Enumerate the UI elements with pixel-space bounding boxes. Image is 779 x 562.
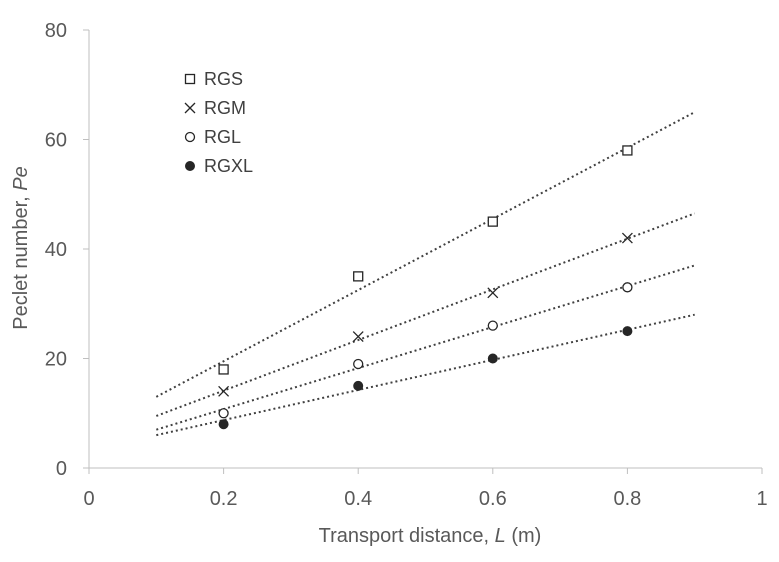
y-tick-label: 0 <box>56 458 67 480</box>
y-tick-label: 20 <box>45 349 67 371</box>
legend-label-rgl: RGL <box>204 127 241 147</box>
point-rgm <box>218 385 230 397</box>
point-rgs <box>353 271 364 282</box>
legend-marker-rgl <box>184 131 196 143</box>
legend-label-rgs: RGS <box>204 69 243 89</box>
y-tick-label: 60 <box>45 130 67 152</box>
x-tick-label: 1 <box>756 488 767 510</box>
y-tick-label: 80 <box>45 20 67 42</box>
point-rgxl <box>622 326 633 337</box>
y-tick-label: 40 <box>45 239 67 261</box>
x-axis-title-main: Transport distance, <box>319 525 495 547</box>
point-rgl <box>353 358 364 370</box>
x-tick-label: 0.2 <box>210 488 238 510</box>
point-rgxl <box>218 419 229 430</box>
trendline-rgl <box>156 264 695 431</box>
point-rgl <box>622 282 633 293</box>
trendlines <box>155 111 696 437</box>
point-rgm <box>621 232 633 244</box>
point-rgl <box>487 320 498 331</box>
trendline-rgxl <box>156 313 695 437</box>
legend-marker-rgs <box>184 73 196 85</box>
axes: 0 20 40 60 80 0 0.2 0.4 0.6 0.8 1 <box>45 20 768 510</box>
point-rgl <box>218 408 229 419</box>
point-rgs <box>218 364 229 375</box>
x-axis-title-var: L <box>495 525 506 547</box>
point-rgxl <box>487 353 498 364</box>
y-axis-title-main: Peclet number, <box>10 191 32 330</box>
x-tick-label: 0.4 <box>344 488 372 510</box>
x-tick-label: 0.6 <box>479 488 507 510</box>
x-tick-label: 0 <box>83 488 94 510</box>
legend-marker-rgxl <box>185 161 195 171</box>
x-tick-label: 0.8 <box>613 488 641 510</box>
markers <box>218 145 633 430</box>
y-axis-title: Peclet number, Pe <box>10 166 32 329</box>
point-rgm <box>352 331 364 343</box>
trendline-rgs <box>155 111 696 398</box>
y-axis-title-var: Pe <box>10 166 32 190</box>
point-rgs <box>622 145 633 156</box>
legend: RGS RGM RGL RGXL <box>184 69 253 176</box>
point-rgm <box>487 287 499 299</box>
legend-label-rgm: RGM <box>204 98 246 118</box>
point-rgs <box>487 216 498 227</box>
point-rgxl <box>353 380 364 391</box>
legend-marker-rgm <box>184 102 196 114</box>
x-axis-title: Transport distance, L (m) <box>319 525 542 547</box>
legend-label-rgxl: RGXL <box>204 156 253 176</box>
x-axis-title-unit: (m) <box>506 525 542 547</box>
trendline-rgm <box>155 212 696 417</box>
